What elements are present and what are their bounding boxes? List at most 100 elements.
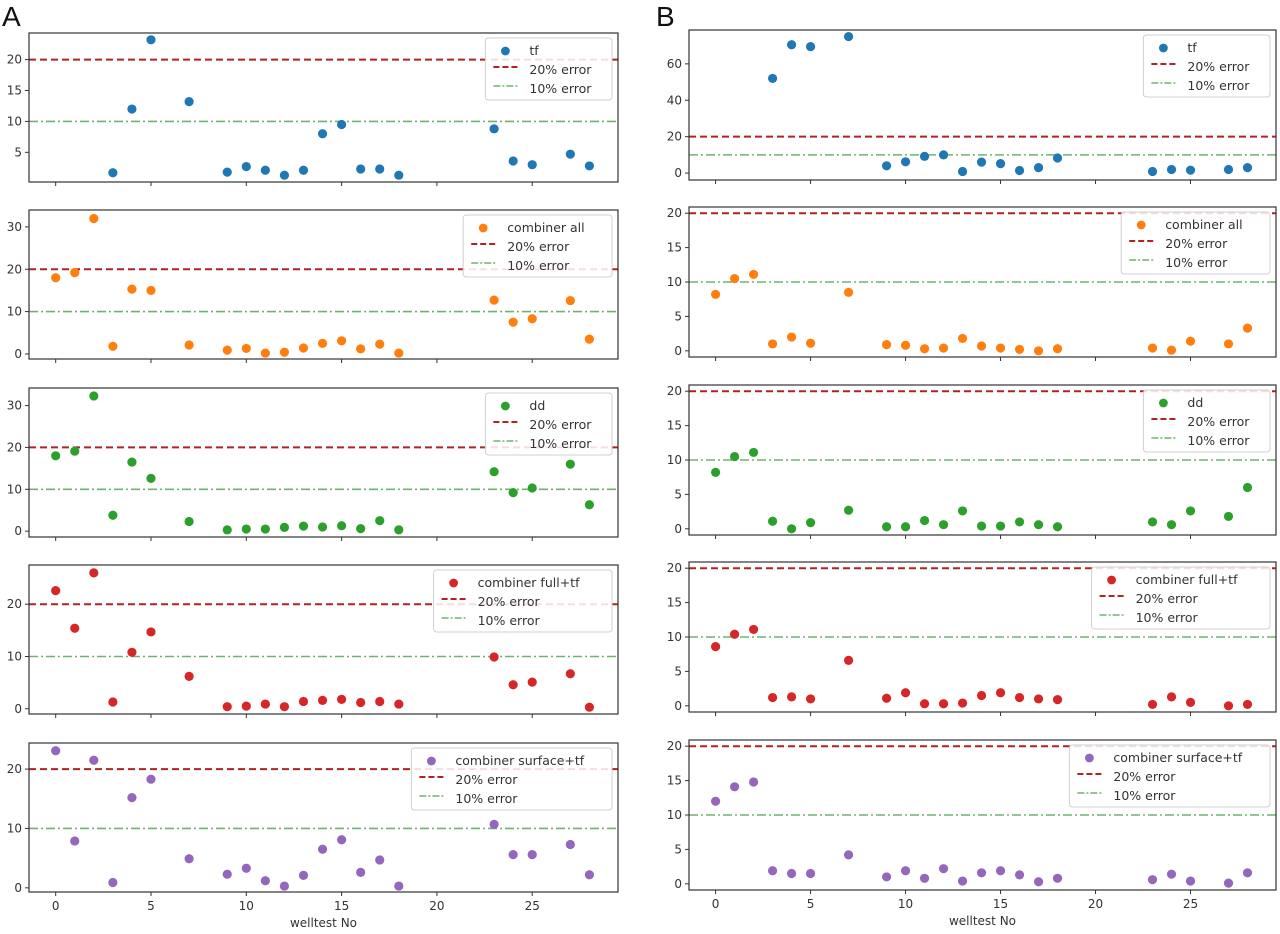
data-point	[356, 344, 366, 354]
data-point	[394, 525, 404, 535]
x-tick-label: 15	[993, 897, 1008, 911]
data-point	[919, 344, 930, 354]
data-point	[565, 839, 575, 850]
data-point	[108, 341, 118, 351]
x-tick-label: 25	[1183, 897, 1198, 911]
y-tick-label: 15	[667, 774, 682, 788]
legend-label: 10% error	[507, 258, 570, 273]
data-point	[146, 35, 156, 45]
y-tick-label: 20	[7, 262, 22, 276]
data-point	[127, 793, 137, 803]
y-tick-label: 10	[7, 114, 22, 128]
legend-label: 10% error	[1136, 610, 1199, 625]
data-point	[1052, 153, 1063, 163]
data-point	[1166, 869, 1177, 879]
legend: combiner all 20% error 10% error	[1120, 211, 1271, 275]
data-point	[805, 338, 816, 348]
data-point	[1242, 699, 1253, 710]
data-point	[222, 702, 232, 712]
y-tick-label: 0	[14, 524, 22, 538]
y-tick-label: 10	[7, 482, 22, 496]
data-point	[938, 864, 949, 874]
data-point	[337, 336, 347, 346]
data-point	[108, 168, 118, 178]
data-point	[527, 483, 537, 493]
legend-label: 20% error	[1113, 769, 1176, 784]
y-tick-label: 5	[674, 842, 682, 856]
data-point	[1014, 692, 1025, 703]
legend-marker-tf	[501, 46, 510, 56]
data-point	[584, 870, 595, 880]
data-point	[1033, 163, 1044, 173]
data-point	[146, 285, 156, 296]
x-tick-label: 25	[525, 899, 540, 913]
data-point	[51, 273, 61, 283]
data-point	[843, 505, 854, 515]
data-point	[565, 459, 575, 469]
data-point	[919, 873, 930, 883]
y-tick-label: 30	[7, 399, 22, 413]
legend: dd 20% error 10% error	[484, 392, 613, 456]
subplot-a-3: 0 10 20 30 dd 20% error 10% error	[7, 387, 619, 541]
legend-marker-combiner_full_tf	[449, 578, 458, 588]
data-point	[584, 500, 595, 510]
data-point	[881, 161, 892, 171]
data-point	[938, 699, 949, 709]
legend-box	[433, 569, 613, 633]
data-point	[976, 157, 987, 167]
data-point	[729, 451, 740, 462]
data-point	[508, 680, 518, 690]
data-point	[127, 284, 137, 294]
data-point	[1242, 323, 1253, 333]
data-point	[184, 516, 194, 527]
data-point	[317, 522, 328, 532]
x-tick-label: 20	[429, 899, 444, 913]
y-tick-label: 10	[667, 808, 682, 822]
legend-marker-combiner_surface_tf	[1085, 753, 1094, 763]
legend-label: dd	[529, 398, 545, 413]
data-point	[957, 876, 968, 886]
subplot-b-3: 0 5 10 15 20 dd 20% error 10% error	[667, 384, 1277, 539]
data-point	[394, 170, 404, 180]
legend-marker-combiner_full_tf	[1107, 575, 1116, 585]
data-point	[260, 699, 270, 709]
y-tick-label: 15	[667, 419, 682, 433]
data-point	[184, 854, 194, 864]
data-point	[1185, 876, 1196, 886]
legend-label: dd	[1187, 395, 1203, 410]
data-point	[805, 868, 816, 879]
data-point	[729, 273, 740, 284]
data-point	[565, 295, 575, 306]
plot-area	[689, 31, 1276, 177]
data-point	[729, 782, 740, 792]
data-point	[70, 836, 80, 846]
data-point	[222, 167, 232, 177]
data-point	[900, 522, 911, 532]
data-point	[786, 868, 797, 879]
data-point	[584, 702, 595, 712]
axes-frame	[688, 29, 1277, 181]
legend-box	[484, 392, 613, 456]
legend-label: 10% error	[478, 613, 541, 628]
data-point	[1166, 345, 1177, 355]
y-tick-label: 20	[667, 561, 682, 575]
data-point	[375, 164, 385, 174]
data-point	[1033, 694, 1044, 704]
data-point	[995, 521, 1006, 531]
data-point	[995, 159, 1006, 169]
data-point	[748, 269, 759, 280]
data-point	[767, 866, 778, 876]
data-point	[184, 97, 194, 107]
data-point	[1223, 701, 1234, 711]
data-point	[127, 457, 137, 467]
data-point	[337, 521, 347, 531]
data-point	[127, 647, 137, 657]
data-point	[881, 693, 892, 703]
data-point	[995, 343, 1006, 353]
y-tick-label: 0	[14, 881, 22, 895]
data-point	[260, 876, 270, 886]
data-point	[767, 73, 778, 84]
legend-label: combiner full+tf	[478, 575, 580, 590]
data-point	[89, 755, 99, 765]
data-point	[260, 165, 270, 175]
